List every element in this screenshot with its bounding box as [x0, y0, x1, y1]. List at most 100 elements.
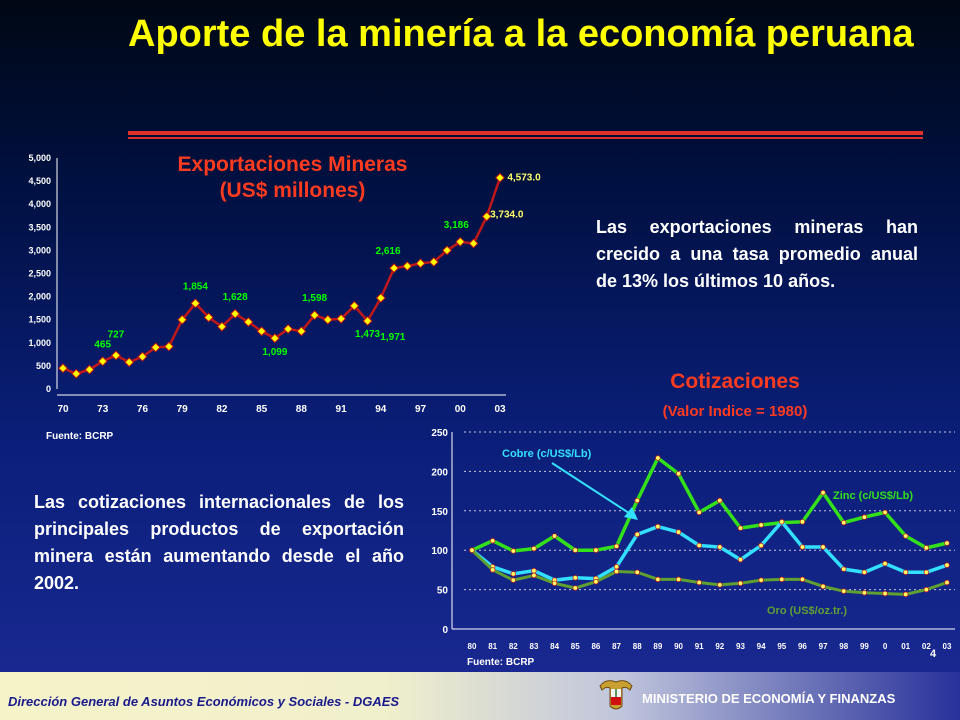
prices-gold-point — [717, 582, 723, 588]
export-data-label: 1,628 — [223, 292, 248, 303]
prices-x-tick-label: 86 — [591, 642, 600, 651]
export-data-point — [362, 315, 373, 326]
prices-zinc-point — [717, 497, 723, 504]
export-x-tick-label: 79 — [177, 404, 189, 415]
prices-copper-point — [717, 544, 723, 550]
export-data-point — [336, 313, 347, 324]
export-x-tick-label: 85 — [256, 404, 268, 415]
prices-chart: 0 50 100 150 200 250 80 81 82 83 84 85 86 87 88 89 90 91 9… — [431, 428, 955, 651]
prices-copper-point — [902, 569, 909, 575]
prices-copper-point — [758, 542, 764, 549]
prices-gold-point — [882, 590, 888, 597]
export-data-point — [84, 364, 95, 375]
prices-zinc-point — [572, 547, 578, 553]
export-data-point — [455, 236, 466, 247]
export-data-point — [230, 308, 241, 319]
prices-zinc-point — [593, 547, 599, 553]
prices-gold-point — [489, 567, 496, 573]
prices-gold-point — [613, 568, 620, 575]
prices-x-tick-label: 0 — [883, 642, 888, 651]
prices-gold-point — [696, 579, 702, 586]
export-data-label: 3,186 — [444, 220, 469, 231]
prices-copper-point — [923, 569, 930, 575]
prices-zinc-point — [758, 522, 764, 528]
export-y-tick-label: 5,000 — [28, 153, 51, 163]
prices-x-tick-label: 89 — [653, 642, 662, 651]
prices-y-tick-label: 150 — [431, 507, 448, 518]
export-y-tick-label: 1,500 — [28, 315, 51, 325]
prices-copper-point — [510, 571, 517, 577]
export-data-point — [415, 258, 426, 269]
export-chart-title: Exportaciones Mineras (US$ millones) — [130, 152, 455, 204]
prices-zinc-point — [551, 533, 558, 539]
prices-y-tick-label: 200 — [431, 467, 448, 478]
prices-x-tick-label: 99 — [860, 642, 869, 651]
export-data-point — [389, 263, 400, 274]
export-x-tick-label: 88 — [296, 404, 308, 415]
prices-x-tick-label: 94 — [757, 642, 766, 651]
prices-gold-point — [944, 579, 950, 586]
prices-chart-title-line2: (Valor Indice = 1980) — [662, 403, 808, 420]
prices-zinc-point — [675, 471, 682, 477]
prices-x-tick-label: 93 — [736, 642, 745, 651]
export-chart-title-line1: Exportaciones Mineras — [177, 153, 408, 176]
export-description: Las exportaciones mineras han crecido a … — [596, 217, 918, 291]
export-data-point — [495, 172, 505, 183]
prices-gold-point — [510, 577, 517, 583]
export-data-point — [269, 333, 280, 344]
prices-gold-point — [779, 576, 785, 583]
export-data-point — [296, 326, 307, 337]
prices-zinc-point — [923, 545, 930, 551]
export-data-point — [177, 314, 188, 325]
prices-gold-point — [737, 580, 744, 586]
export-data-label: 1,598 — [302, 293, 327, 304]
prices-copper-point — [737, 556, 744, 563]
export-data-point — [428, 257, 439, 267]
prices-x-tick-label: 90 — [674, 642, 683, 651]
prices-copper-point — [779, 519, 785, 525]
prices-copper-point — [882, 560, 888, 567]
prices-gold-point — [551, 580, 558, 586]
prices-y-tick-label: 50 — [437, 586, 449, 597]
prices-gold-point — [902, 591, 909, 598]
prices-zinc-point — [799, 519, 806, 525]
export-data-point — [283, 323, 294, 334]
prices-gold-point — [841, 588, 847, 594]
export-x-tick-label: 00 — [455, 404, 467, 415]
prices-gold-point — [531, 572, 537, 579]
prices-copper-point — [696, 542, 702, 549]
prices-x-tick-label: 87 — [612, 642, 621, 651]
export-x-tick-label: 70 — [57, 404, 69, 415]
prices-gold-point — [799, 576, 806, 583]
prices-zinc-point — [737, 525, 744, 531]
footer: Dirección General de Asuntos Económicos … — [0, 672, 960, 720]
prices-zinc-point — [841, 519, 847, 526]
export-x-tick-label: 03 — [494, 404, 506, 415]
prices-copper-point — [799, 544, 806, 550]
prices-zinc-point — [902, 533, 909, 539]
export-data-label: 727 — [108, 329, 125, 340]
prices-zinc-point — [861, 514, 868, 520]
prices-x-tick-label: 91 — [695, 642, 704, 651]
prices-gold-point — [593, 579, 599, 585]
prices-x-tick-label: 97 — [819, 642, 828, 651]
prices-x-tick-label: 02 — [922, 642, 931, 651]
export-data-point — [150, 342, 161, 353]
prices-gold-point — [469, 547, 475, 553]
prices-x-tick-label: 88 — [633, 642, 642, 651]
footer-ministry: MINISTERIO DE ECONOMÍA Y FINANZAS — [642, 691, 896, 706]
prices-x-tick-label: 03 — [943, 642, 952, 651]
prices-copper-point — [675, 529, 682, 535]
export-data-label: 1,854 — [183, 281, 208, 292]
legend-copper: Cobre (c/US$/Lb) — [502, 448, 592, 460]
prices-y-tick-label: 0 — [442, 625, 448, 636]
prices-source: Fuente: BCRP — [467, 657, 535, 668]
export-y-tick-label: 4,500 — [28, 176, 51, 186]
prices-copper-point — [531, 567, 537, 574]
legend-zinc: Zinc (c/US$/Lb) — [833, 490, 913, 502]
export-data-point — [216, 321, 227, 332]
prices-gold-point — [634, 569, 640, 575]
prices-zinc-point — [882, 509, 888, 516]
export-data-point — [190, 298, 201, 309]
prices-x-tick-label: 81 — [488, 642, 497, 651]
